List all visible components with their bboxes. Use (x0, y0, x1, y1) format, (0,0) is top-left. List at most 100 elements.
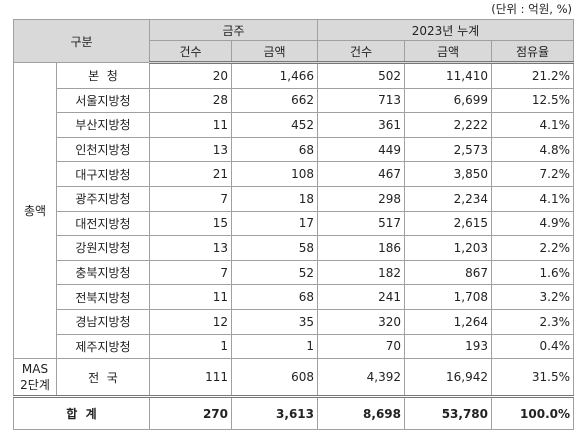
stats-table: 구분 금주 2023년 누계 건수 금액 건수 금액 점유율 총액 본 청 20 1,466 502 11… (13, 19, 574, 431)
cell: 2,615 (404, 210, 492, 237)
data-row: 경남지방청 12 35 320 1,264 2.3% (14, 308, 574, 335)
cell: 53,780 (404, 396, 492, 431)
cell: 3.2% (491, 284, 574, 310)
cell: 21.2% (491, 62, 574, 89)
row-name: 대구지방청 (56, 161, 150, 187)
cell: 4,392 (317, 358, 405, 399)
row-name: 경남지방청 (56, 308, 150, 335)
cell: 467 (317, 161, 405, 187)
header-row: 구분 금주 2023년 누계 (13, 19, 574, 63)
cell: 193 (404, 333, 492, 360)
row-name: 부산지방청 (56, 112, 150, 138)
cell: 4.1% (491, 185, 574, 212)
cell: 517 (317, 210, 405, 237)
cell: 70 (317, 333, 405, 360)
data-row: 대전지방청 15 17 517 2,615 4.9% (14, 210, 574, 237)
cell: 11 (149, 284, 232, 310)
cell: 52 (231, 259, 318, 286)
cell: 608 (231, 358, 318, 399)
cell: 662 (231, 87, 318, 114)
header-cell: 구분 (13, 19, 150, 63)
header-row: 건수 금액 건수 금액 점유율 (14, 40, 574, 64)
cell: 361 (317, 112, 405, 138)
cell: 320 (317, 308, 405, 335)
cell: 1.6% (491, 259, 574, 286)
cell: 6,699 (404, 87, 492, 114)
cell: 1,466 (231, 62, 318, 89)
cell: 13 (149, 136, 232, 163)
cell: 16,942 (404, 358, 492, 399)
cell: 8,698 (317, 396, 405, 431)
cell: 15 (149, 210, 232, 237)
cell: 867 (404, 259, 492, 286)
row-name: 인천지방청 (56, 136, 150, 163)
row-name: 충북지방청 (56, 259, 150, 286)
cell: 17 (231, 210, 318, 237)
cell: 108 (231, 161, 318, 187)
data-row: 총액 본 청 20 1,466 502 11,410 21.2% (13, 61, 574, 360)
row-name: 광주지방청 (56, 185, 150, 212)
row-name: 전 국 (56, 358, 150, 399)
cell: 2,234 (404, 185, 492, 212)
cell: 31.5% (491, 358, 574, 399)
row-name: 합 계 (13, 396, 150, 431)
row-name: 전북지방청 (56, 284, 150, 310)
data-row: 제주지방청 1 1 70 193 0.4% (14, 333, 574, 360)
cell: 7.2% (491, 161, 574, 187)
header-cell: 금액 (231, 40, 318, 64)
cell: 3,850 (404, 161, 492, 187)
cell: 4.1% (491, 112, 574, 138)
cell: 111 (149, 358, 232, 399)
cell: 68 (231, 284, 318, 310)
header-cell: 금주 (149, 19, 318, 41)
cell: 241 (317, 284, 405, 310)
cell: 11 (149, 112, 232, 138)
header-cell: 건수 (149, 40, 232, 64)
cell: 2,573 (404, 136, 492, 163)
data-row: 광주지방청 7 18 298 2,234 4.1% (14, 185, 574, 212)
row-name: 서울지방청 (56, 87, 150, 114)
cell: 28 (149, 87, 232, 114)
header-cell: 2023년 누계 (317, 19, 574, 41)
cell: 1 (149, 333, 232, 360)
cell: 1,203 (404, 235, 492, 261)
group-label-line: MAS (21, 361, 49, 376)
cell: 298 (317, 185, 405, 212)
cell: 13 (149, 235, 232, 261)
cell: 68 (231, 136, 318, 163)
cell: 12.5% (491, 87, 574, 114)
row-name: 대전지방청 (56, 210, 150, 237)
header-cell: 금액 (404, 40, 492, 64)
unit-note: (단위 : 억원, %) (491, 2, 572, 16)
data-row: 인천지방청 13 68 449 2,573 4.8% (14, 136, 574, 163)
cell: 12 (149, 308, 232, 335)
group-label-line: 2단계 (20, 377, 50, 392)
data-row: 대구지방청 21 108 467 3,850 7.2% (14, 161, 574, 187)
cell: 3,613 (231, 396, 318, 431)
cell: 100.0% (491, 396, 574, 431)
cell: 1 (231, 333, 318, 360)
data-row: MAS 2단계 전 국 111 608 4,392 16,942 31.5% (13, 358, 574, 399)
cell: 2.3% (491, 308, 574, 335)
cell: 4.9% (491, 210, 574, 237)
cell: 1,264 (404, 308, 492, 335)
cell: 21 (149, 161, 232, 187)
group-label: MAS 2단계 (13, 358, 57, 399)
data-row: 강원지방청 13 58 186 1,203 2.2% (14, 235, 574, 261)
cell: 11,410 (404, 62, 492, 89)
cell: 35 (231, 308, 318, 335)
cell: 1,708 (404, 284, 492, 310)
data-row: 서울지방청 28 662 713 6,699 12.5% (14, 87, 574, 114)
cell: 7 (149, 185, 232, 212)
cell: 452 (231, 112, 318, 138)
cell: 502 (317, 62, 405, 89)
row-name: 제주지방청 (56, 333, 150, 360)
row-name: 강원지방청 (56, 235, 150, 261)
cell: 58 (231, 235, 318, 261)
data-row: 충북지방청 7 52 182 867 1.6% (14, 259, 574, 286)
cell: 0.4% (491, 333, 574, 360)
cell: 186 (317, 235, 405, 261)
cell: 20 (149, 62, 232, 89)
cell: 2.2% (491, 235, 574, 261)
